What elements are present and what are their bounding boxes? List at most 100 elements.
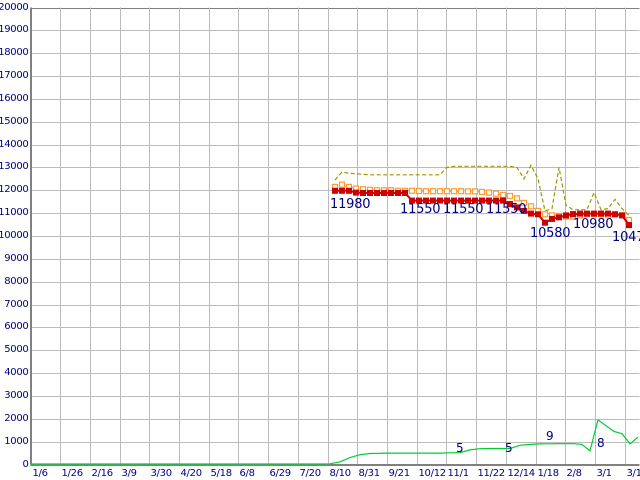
series-marker-mid-price <box>408 187 416 194</box>
x-tick-label: 2/16 <box>91 467 114 479</box>
series-marker-low-price <box>584 210 590 217</box>
series-marker-low-price <box>535 211 541 218</box>
series-marker-low-price <box>374 190 380 196</box>
x-tick-label: 3/15 <box>626 467 640 479</box>
series-marker-mid-price <box>513 195 521 202</box>
series-marker-low-price <box>465 197 471 204</box>
series-marker-low-price <box>549 215 555 222</box>
series-marker-mid-price <box>541 211 549 218</box>
x-tick-label: 11/1 <box>447 467 470 479</box>
y-tick-label: 7000 <box>4 298 29 310</box>
x-tick-label: 1/18 <box>537 467 560 479</box>
y-tick-label: 2000 <box>4 412 29 424</box>
price-data-label: 11550 <box>400 202 441 217</box>
price-data-label: 11550 <box>486 202 527 217</box>
x-tick-label: 8/10 <box>329 467 352 479</box>
series-marker-mid-price <box>506 192 514 200</box>
y-tick-label: 4000 <box>4 367 29 379</box>
price-data-label: 11550 <box>443 202 484 217</box>
volume-data-label: 5 <box>505 441 513 455</box>
series-marker-low-price <box>626 222 632 229</box>
y-tick-label: 14000 <box>0 138 29 150</box>
x-tick-label: 6/29 <box>269 467 292 479</box>
series-marker-low-price <box>570 211 576 218</box>
x-tick-label: 10/12 <box>418 467 447 479</box>
series-marker-low-price <box>353 189 359 196</box>
x-tick-label: 6/8 <box>239 467 256 479</box>
series-marker-mid-price <box>422 188 430 195</box>
y-tick-label: 13000 <box>0 161 29 173</box>
series-marker-low-price <box>360 190 366 196</box>
y-tick-label: 19000 <box>0 24 29 36</box>
x-tick-label: 3/1 <box>596 467 613 479</box>
x-tick-label: 3/9 <box>121 467 138 479</box>
x-tick-label: 7/20 <box>299 467 322 479</box>
volume-data-label: 5 <box>456 441 464 455</box>
series-marker-mid-price <box>471 188 479 195</box>
y-tick-label: 9000 <box>4 252 29 264</box>
series-marker-low-price <box>563 212 569 219</box>
series-marker-mid-price <box>485 189 493 196</box>
series-line-volume <box>30 418 639 465</box>
y-tick-label: 5000 <box>4 344 29 356</box>
series-marker-low-price <box>598 210 604 217</box>
y-tick-label: 11000 <box>0 207 29 219</box>
series-marker-low-price <box>556 214 562 221</box>
series-marker-low-price <box>430 197 436 204</box>
y-tick-label: 17000 <box>0 70 29 82</box>
series-marker-low-price <box>486 197 492 204</box>
series-marker-low-price <box>500 197 506 204</box>
series-marker-low-price <box>388 190 394 196</box>
y-tick-label: 8000 <box>4 275 29 287</box>
x-tick-label: 1/6 <box>32 467 49 479</box>
y-tick-label: 3000 <box>4 389 29 401</box>
series-marker-low-price <box>346 187 352 194</box>
x-tick-label: 1/26 <box>61 467 84 479</box>
series-marker-low-price <box>507 201 513 207</box>
x-tick-label: 12/14 <box>507 467 536 479</box>
y-tick-label: 20000 <box>0 1 29 13</box>
series-marker-mid-price <box>478 188 486 195</box>
series-marker-mid-price <box>415 187 423 195</box>
y-tick-label: 0 <box>22 458 29 470</box>
series-marker-low-price <box>619 212 625 219</box>
series-marker-low-price <box>409 197 415 204</box>
series-marker-mid-price <box>338 181 346 188</box>
series-marker-low-price <box>437 197 443 204</box>
y-tick-label: 18000 <box>0 47 29 59</box>
series-marker-low-price <box>381 190 387 196</box>
series-marker-mid-price <box>520 199 528 206</box>
volume-data-label: 8 <box>597 436 605 450</box>
price-data-label: 11980 <box>330 197 371 212</box>
volume-data-label: 9 <box>546 429 554 443</box>
series-marker-mid-price <box>527 203 535 210</box>
series-marker-low-price <box>402 190 408 196</box>
series-marker-low-price <box>367 190 373 196</box>
series-marker-low-price <box>605 210 611 217</box>
price-data-label: 10479 <box>612 230 640 245</box>
y-tick-label: 10000 <box>0 230 29 241</box>
y-tick-label: 12000 <box>0 184 29 196</box>
series-marker-low-price <box>577 210 583 217</box>
series-marker-low-price <box>339 187 345 194</box>
series-marker-mid-price <box>429 188 437 195</box>
series-marker-mid-price <box>464 188 472 195</box>
series-marker-mid-price <box>492 190 500 197</box>
series-marker-low-price <box>514 204 520 211</box>
series-line-high-price <box>334 163 630 216</box>
series-marker-mid-price <box>499 191 507 198</box>
x-tick-label: 11/22 <box>477 467 506 479</box>
x-tick-label: 5/18 <box>210 467 233 479</box>
series-marker-low-price <box>528 210 534 217</box>
price-data-label: 10580 <box>530 226 571 241</box>
series-marker-low-price <box>444 197 450 204</box>
series-marker-low-price <box>591 210 597 217</box>
series-marker-low-price <box>493 197 499 204</box>
series-marker-mid-price <box>436 188 444 195</box>
x-tick-label: 4/20 <box>180 467 203 479</box>
series-marker-low-price <box>521 207 527 214</box>
series-marker-mid-price <box>450 188 458 195</box>
series-marker-low-price <box>451 197 457 204</box>
series-marker-mid-price <box>443 188 451 195</box>
